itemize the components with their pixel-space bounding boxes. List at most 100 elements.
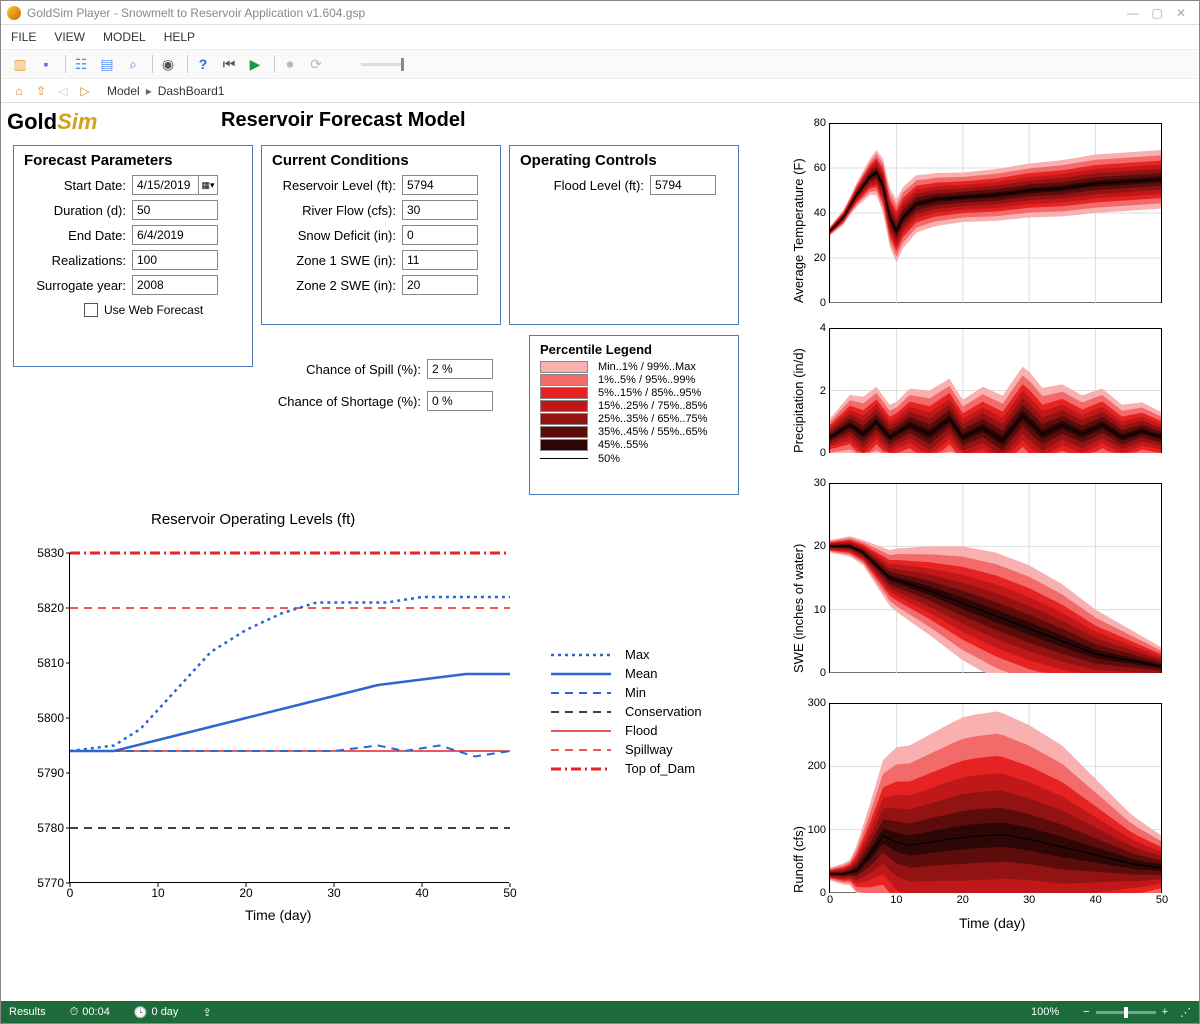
- reservoir-level-input[interactable]: [402, 175, 478, 195]
- nav-back-icon[interactable]: ◁: [53, 81, 73, 101]
- percentile-legend-panel: Percentile Legend Min..1% / 99%..Max1%..…: [529, 335, 739, 495]
- legend-label: Mean: [625, 666, 658, 681]
- search-icon[interactable]: ⌕: [122, 53, 144, 75]
- y-tick: 300: [808, 697, 830, 709]
- y-tick: 2: [820, 385, 830, 397]
- flood-level-input[interactable]: [650, 175, 716, 195]
- end-date-input[interactable]: [132, 225, 218, 245]
- y-tick: 30: [814, 477, 830, 489]
- save-icon[interactable]: ▪: [35, 53, 57, 75]
- refresh-icon[interactable]: ⟳: [305, 53, 327, 75]
- legend-row: 45%..55%: [540, 439, 728, 451]
- legend-swatch: [540, 400, 588, 412]
- tree-icon[interactable]: ☷: [70, 53, 92, 75]
- resize-grip-icon: ⋰: [1180, 1006, 1191, 1019]
- temp-chart-ylabel: Average Temperature (F): [791, 123, 806, 303]
- snow-deficit-input[interactable]: [402, 225, 478, 245]
- skip-start-icon[interactable]: ⏮: [218, 53, 240, 75]
- legend-label: 1%..5% / 95%..99%: [598, 374, 695, 386]
- dashboard-content: GoldSim Reservoir Forecast Model Forecas…: [1, 103, 1199, 1001]
- menu-view[interactable]: VIEW: [54, 30, 85, 44]
- status-simday: 🕒0 day: [134, 1006, 179, 1019]
- menu-help[interactable]: HELP: [164, 30, 195, 44]
- y-tick: 0: [820, 667, 830, 679]
- legend-label: Min: [625, 685, 646, 700]
- x-tick: 0: [67, 882, 74, 900]
- legend-label: 45%..55%: [598, 439, 648, 451]
- x-tick: 50: [1156, 892, 1168, 906]
- forecast-parameters-panel: Forecast Parameters Start Date: ▦▾ Durat…: [13, 145, 253, 367]
- duration-label: Duration (d):: [24, 203, 132, 218]
- start-date-input[interactable]: [132, 175, 198, 195]
- legend-swatch: [540, 361, 588, 373]
- y-tick: 20: [814, 540, 830, 552]
- small-charts-xlabel: Time (day): [959, 915, 1025, 931]
- y-tick: 100: [808, 824, 830, 836]
- legend-swatch: [540, 374, 588, 386]
- page-title: Reservoir Forecast Model: [221, 109, 466, 132]
- web-forecast-checkbox[interactable]: [84, 303, 98, 317]
- conditions-title: Current Conditions: [272, 152, 490, 169]
- y-tick: 5780: [37, 821, 70, 835]
- close-button[interactable]: ✕: [1169, 6, 1193, 20]
- maximize-button[interactable]: ▢: [1145, 6, 1169, 20]
- legend-row: Mean: [551, 666, 702, 681]
- help-icon[interactable]: ?: [192, 53, 214, 75]
- swe-chart: 0102030: [829, 483, 1161, 673]
- toolbar: ▥ ▪ ☷ ▤ ⌕ ◉ ? ⏮ ▶ ⏺ ⟳: [1, 49, 1199, 79]
- status-results: Results: [9, 1006, 46, 1018]
- y-tick: 20: [814, 252, 830, 264]
- x-tick: 50: [503, 882, 516, 900]
- app-icon: [7, 6, 21, 20]
- zoom-slider[interactable]: [1096, 1011, 1156, 1014]
- minimize-button[interactable]: —: [1121, 6, 1145, 20]
- legend-swatch: [540, 439, 588, 451]
- export-icon[interactable]: ⇪: [202, 1006, 211, 1019]
- shortage-chance-label: Chance of Shortage (%):: [257, 394, 427, 409]
- legend-swatch: [540, 413, 588, 425]
- legend-row: 5%..15% / 85%..95%: [540, 387, 728, 399]
- runoff-chart: 010020030001020304050: [829, 703, 1161, 893]
- river-flow-label: River Flow (cfs):: [272, 203, 402, 218]
- y-tick: 10: [814, 604, 830, 616]
- zone1-swe-input[interactable]: [402, 250, 478, 270]
- breadcrumb-sep-icon: ▸: [146, 84, 152, 98]
- settings-icon[interactable]: ◉: [157, 53, 179, 75]
- realizations-input[interactable]: [132, 250, 218, 270]
- zoom-in-button[interactable]: +: [1162, 1006, 1168, 1018]
- nav-fwd-icon[interactable]: ▷: [75, 81, 95, 101]
- legend-swatch: [540, 387, 588, 399]
- operating-controls-panel: Operating Controls Flood Level (ft):: [509, 145, 739, 325]
- percentile-legend-title: Percentile Legend: [540, 342, 728, 357]
- end-date-label: End Date:: [24, 228, 132, 243]
- open-icon[interactable]: ▥: [9, 53, 31, 75]
- legend-row: Spillway: [551, 742, 702, 757]
- x-tick: 0: [827, 892, 833, 906]
- calendar-icon[interactable]: ▦▾: [198, 175, 218, 195]
- zone2-swe-input[interactable]: [402, 275, 478, 295]
- notes-icon[interactable]: ▤: [96, 53, 118, 75]
- river-flow-input[interactable]: [402, 200, 478, 220]
- menu-file[interactable]: FILE: [11, 30, 36, 44]
- x-tick: 30: [1023, 892, 1035, 906]
- breadcrumb-dashboard[interactable]: DashBoard1: [158, 84, 225, 98]
- menu-model[interactable]: MODEL: [103, 30, 146, 44]
- surrogate-input[interactable]: [132, 275, 218, 295]
- legend-label: Top of_Dam: [625, 761, 695, 776]
- legend-label: 35%..45% / 55%..65%: [598, 426, 707, 438]
- y-tick: 5790: [37, 766, 70, 780]
- speed-slider[interactable]: [361, 63, 401, 66]
- x-tick: 30: [327, 882, 340, 900]
- duration-input[interactable]: [132, 200, 218, 220]
- record-icon[interactable]: ⏺: [279, 53, 301, 75]
- menu-bar: FILE VIEW MODEL HELP: [1, 25, 1199, 49]
- app-window: GoldSim Player - Snowmelt to Reservoir A…: [0, 0, 1200, 1024]
- nav-up-icon[interactable]: ⇧: [31, 81, 51, 101]
- forecast-title: Forecast Parameters: [24, 152, 242, 169]
- play-icon[interactable]: ▶: [244, 53, 266, 75]
- legend-row: Min: [551, 685, 702, 700]
- zoom-out-button[interactable]: −: [1083, 1006, 1089, 1018]
- status-elapsed: ⏱00:04: [70, 1006, 110, 1019]
- breadcrumb-model[interactable]: Model: [107, 84, 140, 98]
- nav-home-icon[interactable]: ⌂: [9, 81, 29, 101]
